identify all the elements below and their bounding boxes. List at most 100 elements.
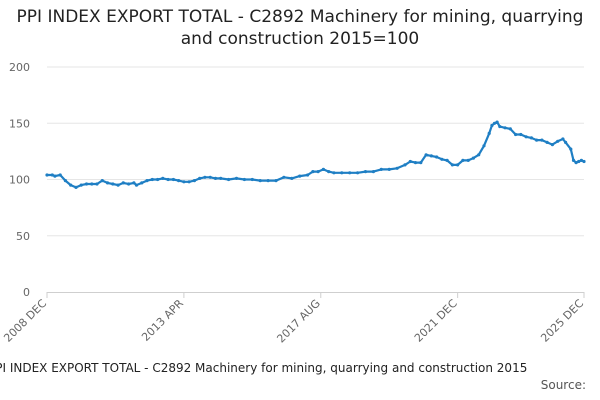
data-point xyxy=(571,158,576,162)
y-tick-label: 50 xyxy=(16,230,30,243)
data-point xyxy=(332,171,336,175)
data-point xyxy=(387,167,391,171)
data-point xyxy=(282,175,286,179)
data-point xyxy=(482,144,486,148)
data-point xyxy=(74,185,78,189)
data-point xyxy=(487,131,491,135)
data-point xyxy=(90,182,94,186)
data-point xyxy=(440,157,444,161)
data-point xyxy=(514,132,518,137)
data-point xyxy=(227,177,231,182)
data-point xyxy=(134,183,139,187)
data-point xyxy=(250,177,254,182)
data-point xyxy=(266,179,270,183)
data-point xyxy=(461,158,465,162)
data-point xyxy=(121,181,125,185)
data-point xyxy=(140,181,144,185)
data-point xyxy=(529,136,534,140)
gridlines xyxy=(47,66,584,237)
data-point xyxy=(327,170,331,174)
data-point xyxy=(579,158,584,162)
data-point xyxy=(290,176,294,180)
data-point xyxy=(150,177,154,182)
data-point xyxy=(132,181,136,185)
data-point xyxy=(116,183,120,187)
y-tick-label: 100 xyxy=(9,174,30,187)
data-point xyxy=(53,174,57,178)
data-point xyxy=(127,182,131,186)
data-point xyxy=(363,170,368,174)
chart-title: PPI INDEX EXPORT TOTAL - C2892 Machinery… xyxy=(16,7,584,49)
data-point xyxy=(403,163,407,167)
data-point xyxy=(503,126,507,130)
data-point xyxy=(429,154,433,158)
data-point xyxy=(535,138,539,142)
data-point xyxy=(234,176,239,180)
data-point xyxy=(95,182,99,186)
data-point xyxy=(161,176,165,180)
data-point xyxy=(445,158,449,162)
data-point xyxy=(340,171,344,175)
axes xyxy=(46,292,585,298)
data-point xyxy=(84,182,89,186)
data-point xyxy=(498,125,502,129)
series-line xyxy=(45,121,586,189)
data-point xyxy=(208,175,212,179)
data-point xyxy=(50,173,54,177)
data-point xyxy=(582,159,586,164)
y-tick-label: 0 xyxy=(23,286,30,299)
data-point xyxy=(545,140,549,144)
data-point xyxy=(182,180,186,184)
data-point xyxy=(490,123,494,128)
data-point xyxy=(574,161,578,165)
source-label: Source: xyxy=(540,378,586,392)
y-tick-label: 200 xyxy=(9,61,30,74)
data-point xyxy=(177,179,181,183)
x-tick-label: 2008 DEC xyxy=(1,297,49,345)
data-point xyxy=(192,179,196,183)
x-tick-label: 2025 DEC xyxy=(538,297,586,345)
data-point xyxy=(569,147,573,151)
data-point xyxy=(58,173,62,177)
data-point xyxy=(466,158,470,162)
data-point xyxy=(298,174,302,178)
data-point xyxy=(379,167,383,171)
x-tick-label: 2013 APR xyxy=(139,297,186,344)
data-point xyxy=(564,140,568,144)
data-point xyxy=(424,153,428,157)
data-point xyxy=(306,173,310,177)
data-point xyxy=(166,177,170,182)
data-point xyxy=(45,173,49,177)
data-point xyxy=(213,176,218,180)
data-point xyxy=(456,163,460,167)
data-point xyxy=(492,121,497,125)
data-point xyxy=(413,161,418,165)
x-axis-ticks: 2008 DEC 2013 APR 2017 AUG 2021 DEC 2025 DEC xyxy=(1,297,586,346)
data-point xyxy=(471,156,475,160)
data-point xyxy=(156,177,160,182)
data-point xyxy=(258,179,262,183)
data-point xyxy=(145,179,149,183)
data-point xyxy=(348,171,352,175)
data-point xyxy=(203,175,207,179)
data-point xyxy=(556,139,560,143)
data-point xyxy=(198,176,202,180)
data-point xyxy=(477,153,481,157)
data-point xyxy=(187,180,191,184)
x-tick-label: 2021 DEC xyxy=(412,297,460,345)
y-tick-label: 150 xyxy=(9,117,30,130)
data-point xyxy=(395,166,399,170)
data-point xyxy=(219,176,223,180)
x-tick-label: 2017 AUG xyxy=(274,297,323,346)
data-point xyxy=(356,171,360,175)
data-point xyxy=(274,179,278,183)
data-point xyxy=(524,135,528,139)
data-point xyxy=(63,179,67,183)
data-point xyxy=(311,170,315,174)
data-point xyxy=(105,181,110,185)
data-point xyxy=(321,167,325,171)
data-point xyxy=(316,170,320,174)
data-point xyxy=(495,120,499,124)
data-point xyxy=(111,182,115,186)
